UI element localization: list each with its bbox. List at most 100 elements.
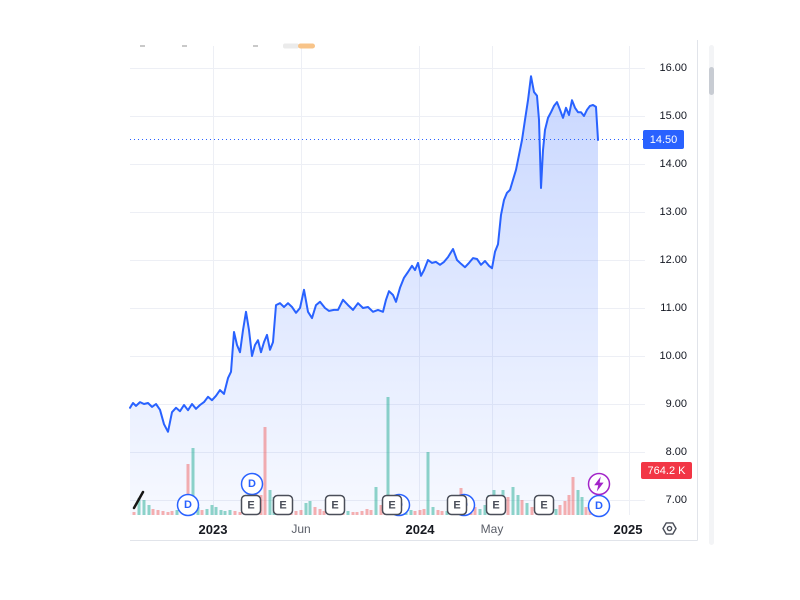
svg-text:E: E (247, 500, 254, 512)
time-tick-label: May (480, 522, 504, 536)
volume-bar (520, 500, 524, 515)
volume-bar (483, 505, 487, 515)
time-tick-label: 2025 (613, 522, 643, 537)
volume-bar (473, 507, 477, 515)
svg-text:E: E (453, 500, 460, 512)
earnings-marker[interactable]: E (381, 494, 403, 516)
volume-bar (409, 510, 413, 515)
volume-bar (386, 397, 390, 515)
volume-bar (233, 511, 237, 515)
volume-bar (506, 497, 510, 515)
volume-bar (346, 511, 350, 515)
volume-bar (530, 507, 534, 515)
price-tick-label: 15.00 (659, 110, 687, 122)
volume-bar (304, 503, 308, 515)
volume-bar (196, 507, 200, 515)
scrollbar-thumb[interactable] (709, 67, 714, 95)
earnings-marker[interactable]: E (272, 494, 294, 516)
volume-bar (365, 509, 369, 515)
volume-bar (584, 507, 588, 515)
price-scale[interactable]: 16.00 15.00 14.00 13.00 12.00 11.00 10.00 9.00 8… (640, 40, 697, 518)
volume-bar (299, 510, 303, 515)
volume-bar (175, 510, 179, 515)
volume-bar (322, 511, 326, 515)
volume-bar (440, 511, 444, 515)
volume-bar (422, 509, 426, 515)
volume-last-value-label: 764.2 K (641, 462, 692, 479)
volume-bar (191, 448, 195, 515)
volume-bar (263, 427, 267, 515)
svg-text:E: E (279, 500, 286, 512)
volume-bar (294, 511, 298, 515)
price-tick-label: 7.00 (665, 494, 687, 506)
earnings-marker[interactable]: E (240, 494, 262, 516)
volume-bar (156, 510, 160, 515)
volume-bar (137, 498, 141, 515)
earnings-marker[interactable]: E (324, 494, 346, 516)
volume-bars (132, 397, 600, 515)
price-tick-label: 16.00 (659, 62, 687, 74)
volume-bar (563, 501, 567, 515)
volume-bar (374, 487, 378, 515)
svg-text:E: E (492, 500, 499, 512)
volume-bar (142, 500, 146, 515)
earnings-marker[interactable]: E (533, 494, 555, 516)
volume-bar (151, 509, 155, 515)
volume-bar (580, 497, 584, 515)
dividend-marker[interactable]: D (587, 494, 611, 518)
earnings-marker[interactable]: E (485, 494, 507, 516)
volume-bar (200, 510, 204, 515)
volume-bar (268, 490, 272, 515)
svg-text:D: D (184, 499, 192, 511)
time-tick-label: 2023 (198, 522, 228, 537)
dividend-marker[interactable]: D (240, 472, 264, 496)
volume-bar (161, 511, 165, 515)
volume-bar (567, 495, 571, 515)
lightning-icon (594, 476, 604, 492)
volume-bar (132, 512, 136, 515)
scrollbar-track[interactable] (709, 45, 714, 545)
volume-bar (351, 512, 355, 515)
time-scale[interactable]: 2023 Jun 2024 May 2025 (0, 521, 800, 539)
price-line (129, 75, 599, 433)
volume-bar (525, 503, 529, 515)
earnings-marker[interactable]: E (446, 494, 468, 516)
last-price-label: 14.50 (643, 130, 684, 149)
toolbar-remnants (140, 43, 315, 49)
volume-bar (147, 505, 151, 515)
volume-bar (360, 511, 364, 515)
price-tick-label: 10.00 (659, 350, 687, 362)
volume-bar (238, 512, 242, 515)
volume-bar (355, 512, 359, 515)
price-tick-label: 11.00 (660, 302, 687, 314)
timeline-markers[interactable]: DDDDDEEEEEEE (176, 472, 611, 518)
volume-bar (571, 477, 575, 515)
volume-bar (413, 511, 417, 515)
time-tick-label: Jun (291, 522, 311, 536)
event-lightning-marker[interactable] (587, 472, 611, 496)
dividend-marker[interactable]: D (176, 493, 200, 517)
settings-gear-button[interactable] (656, 517, 683, 540)
svg-text:D: D (595, 500, 603, 512)
volume-bar (369, 510, 373, 515)
volume-bar (431, 507, 435, 515)
svg-text:E: E (540, 500, 547, 512)
price-area-fill (130, 76, 598, 515)
price-tick-label: 13.00 (659, 206, 687, 218)
volume-bar (166, 512, 170, 515)
volume-bar (223, 511, 227, 515)
svg-text:D: D (248, 478, 256, 490)
volume-bar (214, 507, 218, 515)
volume-bar (445, 511, 449, 515)
svg-text:E: E (388, 500, 395, 512)
volume-bar (426, 452, 430, 515)
price-tick-label: 12.00 (659, 254, 687, 266)
time-tick-label: 2024 (405, 522, 435, 537)
volume-bar (308, 501, 312, 515)
drawing-slash (132, 490, 145, 510)
volume-bar (210, 505, 214, 515)
volume-bar (576, 490, 580, 515)
volume-bar (318, 509, 322, 515)
volume-bar (186, 464, 190, 515)
